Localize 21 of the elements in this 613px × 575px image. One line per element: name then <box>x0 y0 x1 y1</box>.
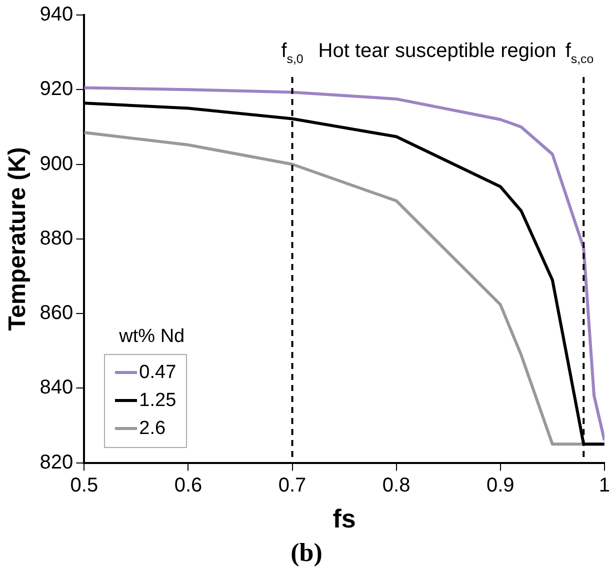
x-tick-label: 1 <box>598 474 610 496</box>
y-tick-label: 860 <box>40 302 74 324</box>
y-tick-label: 940 <box>40 4 74 26</box>
y-tick-label: 820 <box>40 451 74 474</box>
text: (b) <box>290 538 324 568</box>
y-tick-label: 880 <box>40 227 74 250</box>
x-tick-label: 0.6 <box>174 474 202 496</box>
annotation: Hot tear susceptible region <box>318 40 556 62</box>
x-tick-label: 0.5 <box>70 474 98 496</box>
legend-label: 1.25 <box>139 390 176 412</box>
legend-label: 0.47 <box>139 362 176 384</box>
x-tick-label: 0.7 <box>278 474 306 496</box>
y-axis-title: Temperature (K) <box>4 147 32 331</box>
legend-label: 2.6 <box>139 418 166 440</box>
y-tick-label: 840 <box>40 376 74 399</box>
legend-title: wt% Nd <box>119 326 185 348</box>
x-axis-title: fs <box>332 504 356 534</box>
x-tick-label: 0.8 <box>382 474 410 496</box>
y-tick-label: 920 <box>40 78 74 100</box>
y-tick-label: 900 <box>40 152 74 175</box>
x-tick-label: 0.9 <box>486 474 514 496</box>
